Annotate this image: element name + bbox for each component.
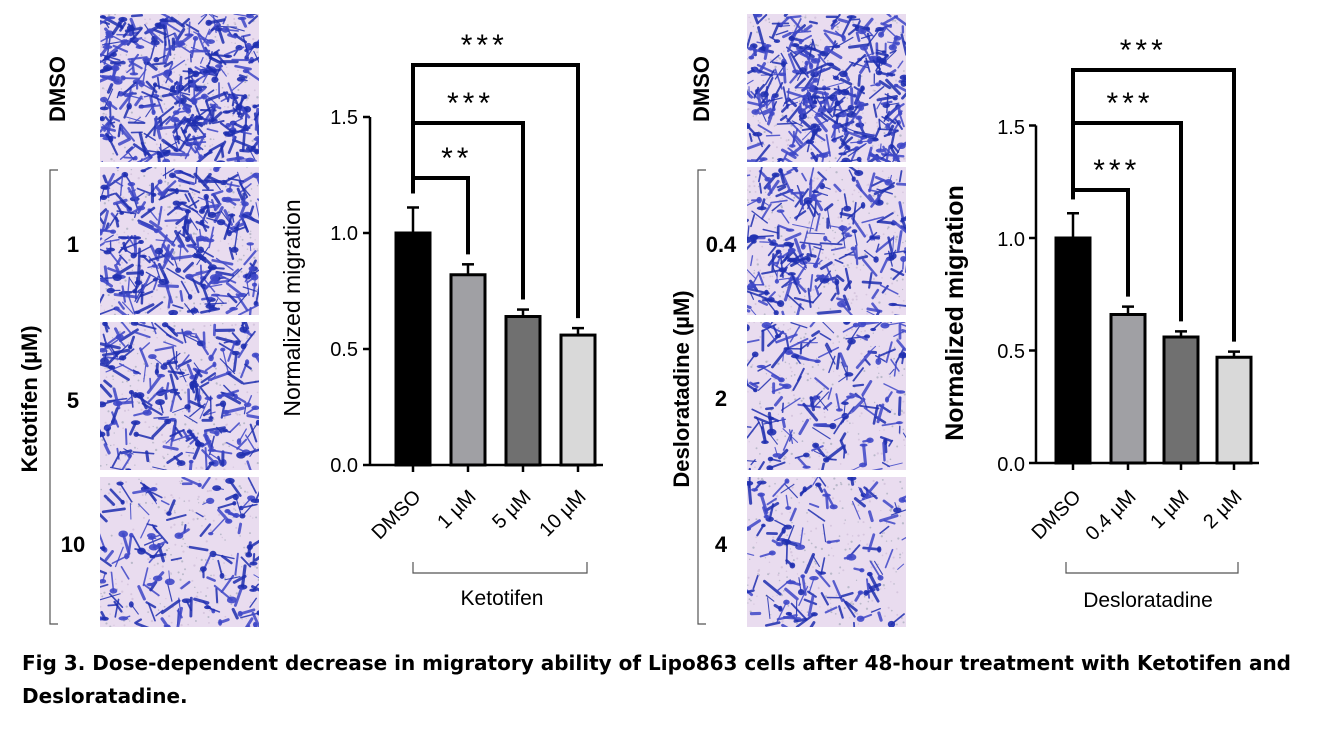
desloratadine-ytick: 0.5 bbox=[997, 341, 1025, 363]
ketotifen-group-bracket-bottom bbox=[412, 562, 588, 574]
ketotifen-group-label: Ketotifen (µM) bbox=[17, 325, 42, 473]
ketotifen-xtick: 5 µM bbox=[488, 486, 535, 533]
desloratadine-ytick: 0.0 bbox=[997, 454, 1025, 476]
desloratadine-row-label-4: 4 bbox=[714, 532, 728, 557]
desloratadine-category-labels: DMSO 0.4 µM 1 µM 2 µM bbox=[1028, 486, 1247, 545]
ketotifen-bar-chart: Normalized migration 0.0 0.5 1.0 1.5 ***… bbox=[279, 29, 603, 610]
desloratadine-significance-label: *** bbox=[1120, 34, 1167, 67]
ketotifen-category-labels: DMSO 1 µM 5 µM 10 µM bbox=[368, 486, 591, 544]
ketotifen-ticks: 0.0 0.5 1.0 1.5 bbox=[330, 107, 358, 477]
ketotifen-xtick: 1 µM bbox=[433, 486, 480, 533]
micrograph-desloratadine-dmso bbox=[747, 14, 906, 162]
desloratadine-row-label-2: 2 bbox=[714, 386, 728, 411]
ketotifen-bar bbox=[559, 333, 597, 467]
ketotifen-row-label-10: 10 bbox=[60, 532, 86, 557]
micrograph-ketotifen-5 bbox=[100, 322, 259, 470]
desloratadine-ytick: 1.5 bbox=[997, 117, 1025, 139]
desloratadine-group-label-bottom: Desloratadine bbox=[1083, 589, 1213, 612]
desloratadine-bar-chart: Normalized migration 0.0 0.5 1.0 1.5 ***… bbox=[941, 34, 1259, 612]
ketotifen-xtick: 10 µM bbox=[535, 486, 590, 541]
micrograph-desloratadine-4 bbox=[747, 477, 906, 627]
ketotifen-group-bracket bbox=[49, 169, 58, 625]
desloratadine-row-label-0.4: 0.4 bbox=[705, 232, 737, 257]
ketotifen-significance-label: *** bbox=[461, 29, 508, 62]
desloratadine-xtick: 2 µM bbox=[1199, 486, 1246, 533]
desloratadine-ticks: 0.0 0.5 1.0 1.5 bbox=[997, 117, 1025, 476]
micrograph-ketotifen-1 bbox=[100, 167, 259, 315]
desloratadine-xtick: 1 µM bbox=[1146, 486, 1193, 533]
desloratadine-bar bbox=[1215, 355, 1253, 465]
desloratadine-significance-bracket bbox=[1071, 68, 1236, 342]
ketotifen-y-axis-label: Normalized migration bbox=[279, 199, 305, 416]
ketotifen-ytick: 0.5 bbox=[330, 339, 358, 361]
desloratadine-significance-label: *** bbox=[1106, 87, 1153, 120]
desloratadine-group-bracket bbox=[697, 169, 706, 625]
desloratadine-xtick: 0.4 µM bbox=[1081, 486, 1140, 545]
desloratadine-dmso-label: DMSO bbox=[689, 56, 714, 122]
desloratadine-significance-label: *** bbox=[1093, 154, 1140, 187]
ketotifen-bar bbox=[504, 315, 542, 467]
desloratadine-bar bbox=[1162, 335, 1200, 465]
micrograph-desloratadine-2 bbox=[747, 322, 906, 470]
desloratadine-bar bbox=[1109, 313, 1147, 465]
desloratadine-y-axis-label: Normalized migration bbox=[941, 185, 969, 441]
micrograph-desloratadine-0.4 bbox=[747, 167, 906, 315]
figure-caption: Fig 3. Dose-dependent decrease in migrat… bbox=[22, 651, 1291, 708]
ketotifen-row-label-5: 5 bbox=[66, 388, 80, 413]
ketotifen-significance-label: ** bbox=[441, 142, 472, 175]
desloratadine-bar bbox=[1054, 236, 1092, 465]
micrograph-ketotifen-10 bbox=[100, 477, 259, 627]
ketotifen-ytick: 0.0 bbox=[330, 455, 358, 477]
ketotifen-group-label-bottom: Ketotifen bbox=[461, 587, 544, 610]
desloratadine-group-bracket-bottom bbox=[1065, 562, 1239, 574]
ketotifen-xtick: DMSO bbox=[368, 486, 426, 544]
ketotifen-dmso-label: DMSO bbox=[45, 56, 70, 122]
ketotifen-bar bbox=[449, 273, 487, 467]
ketotifen-row-label-1: 1 bbox=[66, 232, 80, 257]
micrograph-ketotifen-dmso bbox=[100, 14, 259, 162]
desloratadine-ytick: 1.0 bbox=[997, 229, 1025, 251]
ketotifen-significance-bracket bbox=[411, 63, 580, 319]
ketotifen-significance-label: *** bbox=[447, 87, 494, 120]
ketotifen-ytick: 1.0 bbox=[330, 223, 358, 245]
desloratadine-xtick: DMSO bbox=[1028, 486, 1086, 544]
ketotifen-ytick: 1.5 bbox=[330, 107, 358, 129]
ketotifen-bar bbox=[394, 231, 432, 467]
